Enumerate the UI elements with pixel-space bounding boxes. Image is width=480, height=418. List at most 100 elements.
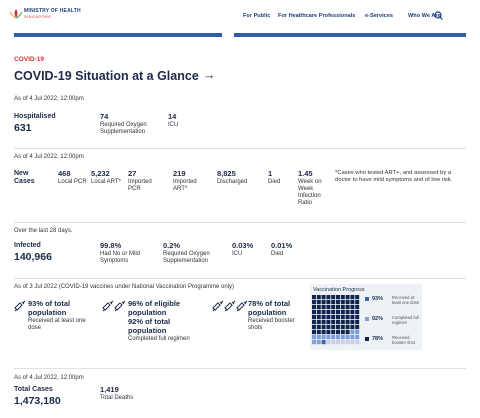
headline-label: New Cases	[14, 170, 35, 186]
waffle-cell	[331, 340, 336, 345]
waffle-cell	[321, 300, 326, 305]
waffle-cell	[340, 325, 345, 330]
stat-label: Imported ART*	[173, 179, 197, 192]
waffle-cell	[345, 325, 350, 330]
section-tag: COVID-19	[14, 56, 44, 63]
stat-label: Local ART*	[91, 179, 121, 185]
waffle-cell	[350, 325, 355, 330]
waffle-cell	[345, 330, 350, 335]
vaccination-label: Received booster shots	[248, 318, 295, 331]
waffle-cell	[331, 305, 336, 310]
waffle-cell	[326, 335, 331, 340]
waffle-cell	[340, 320, 345, 325]
waffle-cell	[316, 305, 321, 310]
waffle-cell	[321, 295, 326, 300]
waffle-cell	[350, 310, 355, 315]
card-bar	[14, 33, 222, 37]
waffle-cell	[340, 315, 345, 320]
vaccination-figure: 93% of total population	[28, 299, 71, 317]
stat-value: 0.01%	[271, 241, 293, 250]
waffle-cell	[336, 340, 340, 345]
nav-link[interactable]: Who We Are	[408, 13, 441, 19]
waffle-cell	[350, 330, 355, 335]
waffle-cell	[336, 305, 340, 310]
stat-value: 5,232	[91, 169, 110, 178]
nav-link[interactable]: For Public	[243, 13, 271, 19]
waffle-cell	[336, 320, 340, 325]
stat-label: ICU	[168, 122, 179, 128]
divider	[14, 278, 466, 279]
legend-label: Completed full regimen	[392, 315, 419, 325]
headline-value: 631	[14, 122, 32, 134]
vaccination-label: Completed full regimen	[128, 336, 190, 342]
as-of-date: Over the last 28 days.	[14, 228, 73, 234]
waffle-cell	[355, 335, 360, 340]
waffle-cell	[331, 335, 336, 340]
waffle-cell	[355, 310, 360, 315]
stat-value: 1,419	[100, 385, 119, 394]
stat-label: Died	[271, 251, 284, 257]
waffle-cell	[316, 335, 321, 340]
headline-label: Infected	[14, 242, 41, 249]
waffle-cell	[316, 320, 321, 325]
waffle-cell	[336, 330, 340, 335]
waffle-cell	[345, 300, 350, 305]
stat-value: 14	[168, 112, 177, 121]
logo-emblem	[9, 9, 23, 19]
stat-label: ICU	[232, 251, 243, 257]
title-arrow[interactable]: →	[203, 68, 216, 82]
nav-link[interactable]: For Healthcare Professionals	[278, 13, 356, 19]
waffle-cell	[355, 320, 360, 325]
waffle-cell	[312, 330, 316, 335]
search-icon[interactable]	[434, 11, 443, 20]
as-of-date: As of 3 Jul 2022 (COVID-19 vaccines unde…	[14, 284, 234, 290]
divider	[14, 368, 466, 369]
legend-swatch	[365, 337, 369, 341]
waffle-cell	[345, 295, 350, 300]
waffle-cell	[350, 300, 355, 305]
syringe-icon	[14, 300, 26, 312]
stat-label: Total Deaths	[100, 395, 134, 401]
stat-value: 27	[128, 169, 137, 178]
vaccination-figure: 96% of eligible population	[128, 299, 181, 317]
waffle-cell	[355, 340, 360, 345]
waffle-cell	[350, 295, 355, 300]
waffle-cell	[331, 325, 336, 330]
vaccination-label: Received at least one dose	[28, 318, 86, 331]
waffle-cell	[331, 310, 336, 315]
waffle-cell	[345, 315, 350, 320]
waffle-cell	[355, 305, 360, 310]
waffle-cell	[312, 335, 316, 340]
waffle-cell	[355, 330, 360, 335]
waffle-cell	[350, 320, 355, 325]
waffle-cell	[316, 310, 321, 315]
waffle-cell	[336, 315, 340, 320]
waffle-cell	[316, 315, 321, 320]
waffle-cell	[316, 325, 321, 330]
waffle-cell	[355, 315, 360, 320]
waffle-cell	[326, 305, 331, 310]
stat-label: Died	[268, 179, 281, 185]
as-of-date: As of 4 Jul 2022, 12:00pm	[14, 375, 84, 381]
waffle-cell	[326, 340, 331, 345]
waffle-cell	[331, 300, 336, 305]
syringe-icon	[224, 300, 236, 312]
waffle-cell	[326, 330, 331, 335]
waffle-cell	[350, 335, 355, 340]
legend-swatch	[365, 317, 369, 321]
stat-label: Required Oxygen Supplementation	[163, 251, 210, 264]
waffle-cell	[336, 325, 340, 330]
waffle-cell	[336, 300, 340, 305]
legend-label: Received booster shot	[392, 335, 416, 345]
waffle-cell	[312, 325, 316, 330]
waffle-cell	[326, 295, 331, 300]
stat-label: Had No or Mild Symptoms	[100, 251, 141, 264]
waffle-cell	[340, 330, 345, 335]
syringe-icon	[114, 300, 126, 312]
as-of-date: As of 4 Jul 2022, 12:00pm	[14, 154, 84, 160]
nav-link[interactable]: e-Services	[365, 13, 393, 19]
headline-value: 140,966	[14, 251, 52, 263]
footnote: *Cases who tested ART+, and assessed by …	[335, 170, 453, 183]
waffle-cell	[340, 295, 345, 300]
